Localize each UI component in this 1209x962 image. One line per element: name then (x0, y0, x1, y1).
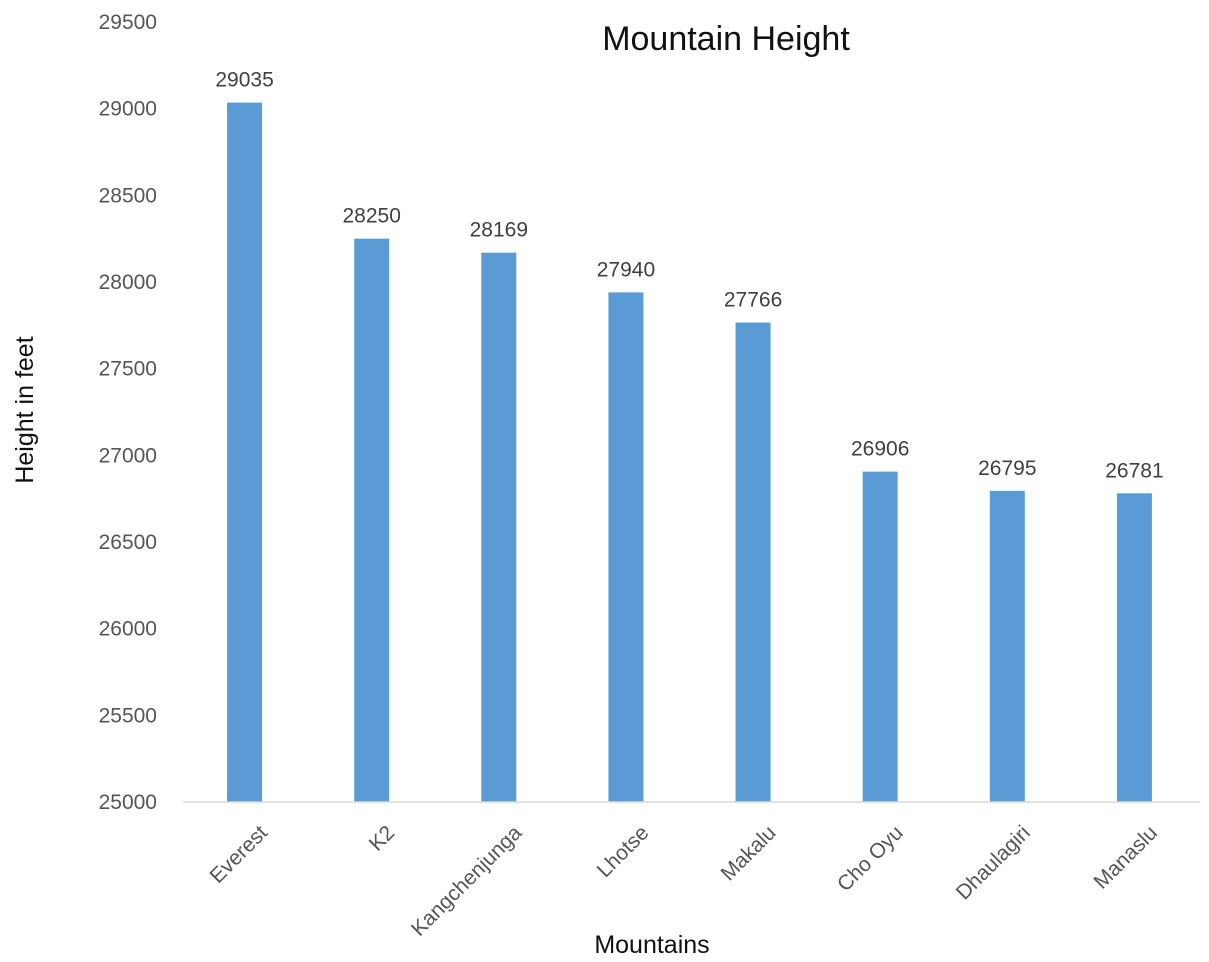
y-tick-label: 27000 (99, 444, 157, 467)
x-tick-label: K2 (365, 821, 399, 855)
x-tick-label: Cho Oyu (833, 821, 908, 896)
data-label: 29035 (215, 69, 273, 92)
bars (227, 102, 1152, 803)
y-tick-label: 25000 (99, 791, 157, 814)
data-label: 26906 (851, 438, 909, 461)
chart-title: Mountain Height (602, 20, 850, 58)
data-label: 27940 (597, 258, 655, 281)
bar-dhaulagiri (989, 490, 1025, 802)
data-labels: 29035 28250 28169 27940 27766 26906 26795 26781 (215, 69, 1163, 483)
y-tick-label: 26500 (99, 531, 157, 554)
y-axis-title: Height in feet (11, 336, 39, 483)
x-tick-label: Makalu (716, 821, 780, 885)
y-tick-label: 25500 (99, 704, 157, 727)
bar-lhotse (608, 292, 644, 802)
bar-cho-oyu (862, 471, 898, 802)
x-axis-labels: Everest K2 Kangchenjunga Lhotse Makalu Cho Oy… (205, 821, 1161, 941)
x-tick-label: Manaslu (1090, 821, 1162, 893)
data-label: 27766 (724, 289, 782, 312)
data-label: 26781 (1105, 459, 1163, 482)
bar-makalu (735, 322, 771, 802)
y-axis-ticks: 25000 25500 26000 26500 27000 27500 28000 28500… (99, 11, 157, 814)
y-tick-label: 28000 (99, 271, 157, 294)
data-label: 28250 (342, 205, 400, 228)
x-tick-label: Kangchenjunga (407, 821, 527, 941)
bar-everest (227, 102, 263, 803)
data-label: 26795 (978, 457, 1036, 480)
y-tick-label: 26000 (99, 618, 157, 641)
y-tick-label: 29000 (99, 98, 157, 121)
x-axis-title: Mountains (594, 931, 709, 959)
y-tick-label: 29500 (99, 11, 157, 34)
bar-manaslu (1116, 493, 1152, 802)
y-tick-label: 27500 (99, 358, 157, 381)
bar-kangchenjunga (481, 252, 517, 802)
x-tick-label: Everest (205, 821, 272, 888)
data-label: 28169 (470, 219, 528, 242)
x-tick-label: Dhaulagiri (952, 821, 1035, 904)
bar-k2 (354, 238, 390, 802)
x-tick-label: Lhotse (593, 821, 654, 882)
y-tick-label: 28500 (99, 184, 157, 207)
